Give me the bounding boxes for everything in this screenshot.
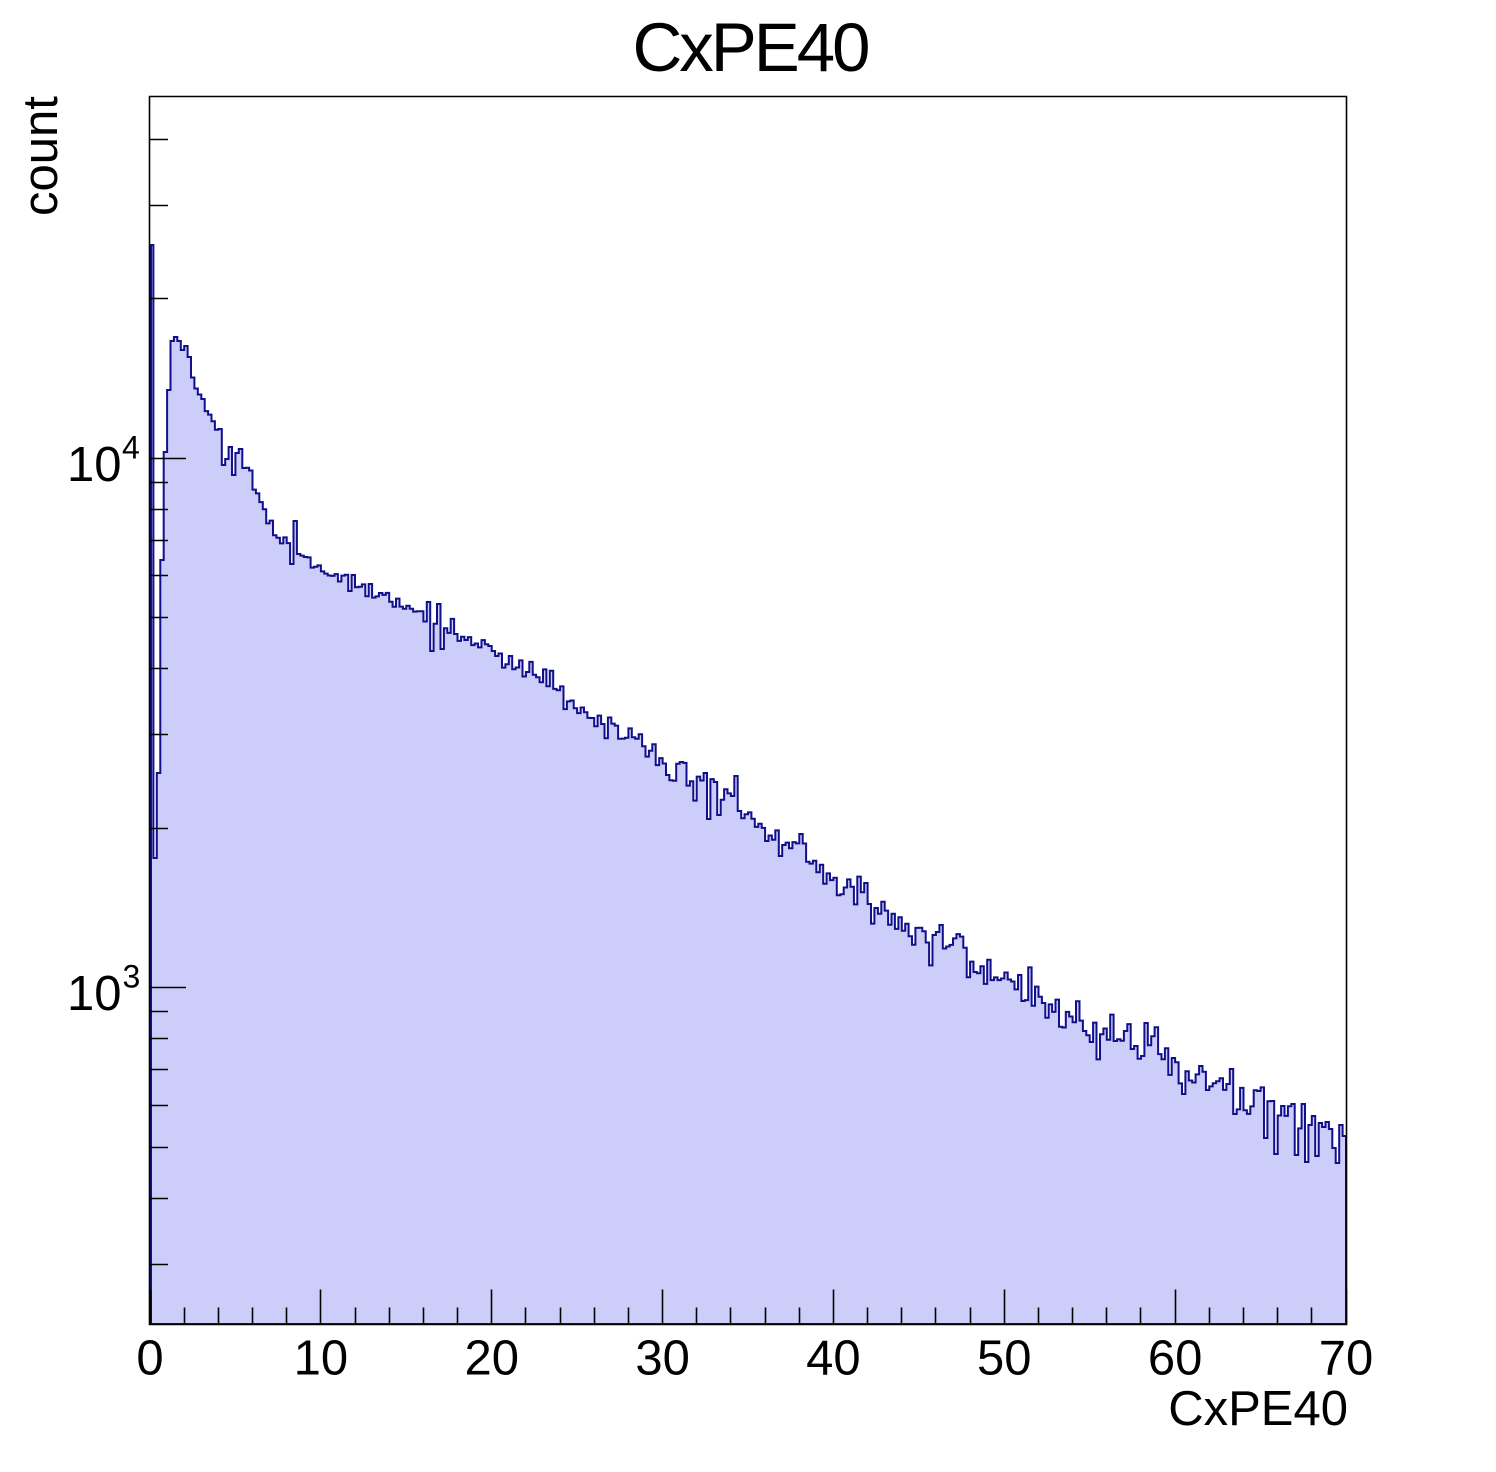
svg-text:CxPE40: CxPE40 <box>632 9 868 86</box>
svg-text:30: 30 <box>635 1332 690 1386</box>
svg-text:60: 60 <box>1148 1332 1203 1386</box>
svg-text:count: count <box>14 96 68 216</box>
svg-text:70: 70 <box>1319 1332 1374 1386</box>
svg-text:20: 20 <box>464 1332 519 1386</box>
svg-text:0: 0 <box>136 1332 163 1386</box>
svg-text:50: 50 <box>977 1332 1032 1386</box>
svg-text:4: 4 <box>122 430 140 466</box>
svg-text:CxPE40: CxPE40 <box>1168 1382 1348 1436</box>
svg-text:10: 10 <box>294 1332 349 1386</box>
svg-text:10: 10 <box>67 438 122 492</box>
svg-text:40: 40 <box>806 1332 861 1386</box>
svg-text:10: 10 <box>67 967 122 1021</box>
svg-text:3: 3 <box>123 959 141 995</box>
